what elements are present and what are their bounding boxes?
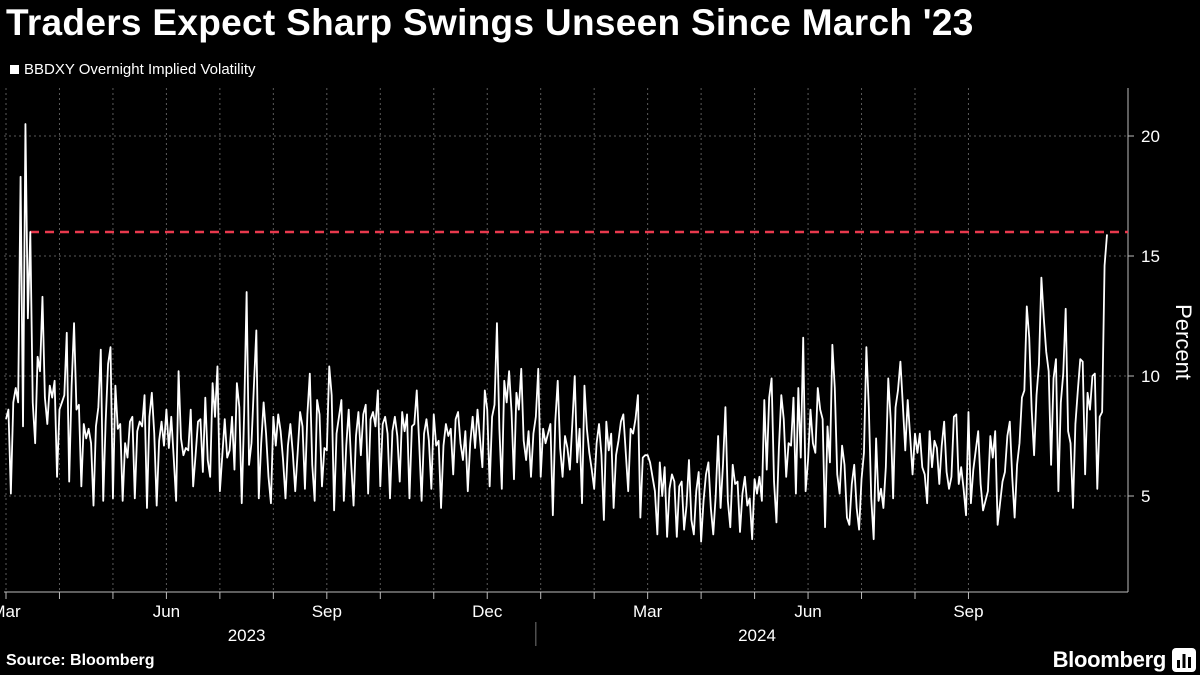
x-tick-label: Sep xyxy=(953,602,983,621)
source-note: Source: Bloomberg xyxy=(6,652,155,669)
x-tick-label: Jun xyxy=(794,602,821,621)
x-tick-label: Mar xyxy=(0,602,21,621)
legend-swatch xyxy=(10,65,19,74)
x-tick-label: Mar xyxy=(633,602,663,621)
y-axis-label: Percent xyxy=(1171,304,1196,380)
chart-title: Traders Expect Sharp Swings Unseen Since… xyxy=(6,2,974,43)
chart-icon xyxy=(1172,648,1196,672)
series-line xyxy=(5,123,1108,543)
x-tick-label: Jun xyxy=(153,602,180,621)
y-tick-label: 10 xyxy=(1141,367,1160,386)
x-tick-label: Dec xyxy=(472,602,503,621)
x-tick-label: Sep xyxy=(312,602,342,621)
y-tick-label: 15 xyxy=(1141,247,1160,266)
bloomberg-logo: Bloomberg xyxy=(1052,647,1167,672)
year-label: 2024 xyxy=(738,626,776,645)
y-tick-label: 5 xyxy=(1141,487,1150,506)
y-tick-label: 20 xyxy=(1141,127,1160,146)
legend: BBDXY Overnight Implied Volatility xyxy=(10,61,256,78)
legend-label: BBDXY Overnight Implied Volatility xyxy=(24,61,256,78)
year-label: 2023 xyxy=(228,626,266,645)
